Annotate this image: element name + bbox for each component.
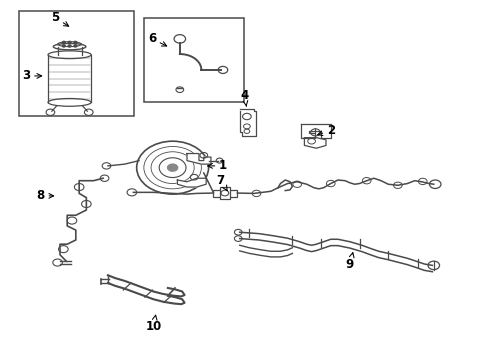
Text: 7: 7 — [216, 174, 227, 191]
Bar — [143, 18, 244, 102]
Circle shape — [62, 45, 65, 47]
Polygon shape — [301, 123, 330, 138]
Polygon shape — [186, 154, 210, 164]
Text: 3: 3 — [22, 69, 41, 82]
Polygon shape — [177, 178, 206, 187]
Text: 6: 6 — [147, 32, 166, 46]
Circle shape — [62, 41, 65, 44]
Circle shape — [74, 41, 77, 44]
Bar — [213, 189, 237, 197]
Bar — [19, 11, 134, 117]
Text: 10: 10 — [145, 315, 161, 333]
Text: 4: 4 — [240, 89, 248, 106]
Text: 1: 1 — [207, 159, 226, 172]
Text: 2: 2 — [317, 124, 334, 137]
Circle shape — [74, 45, 77, 47]
Circle shape — [68, 41, 71, 44]
Polygon shape — [239, 109, 256, 136]
Polygon shape — [304, 138, 325, 148]
Text: 5: 5 — [51, 11, 68, 26]
Circle shape — [166, 163, 178, 172]
Circle shape — [68, 45, 71, 47]
Bar — [219, 187, 230, 199]
Text: 8: 8 — [37, 189, 54, 202]
Text: 9: 9 — [345, 253, 353, 271]
